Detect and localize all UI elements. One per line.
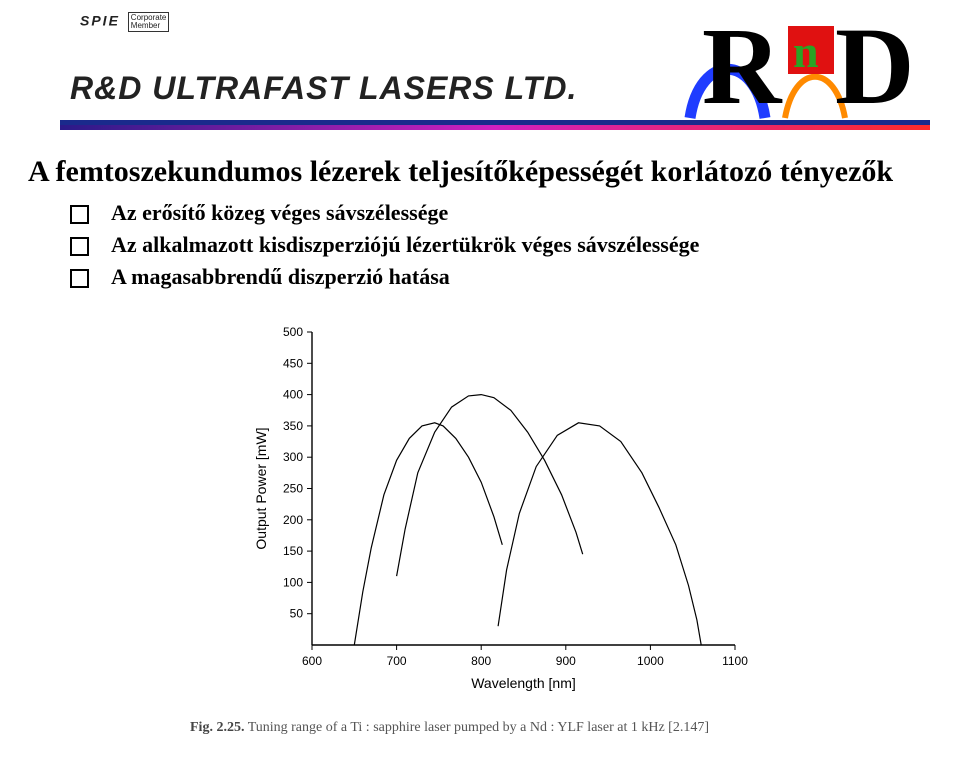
bullet-text: Az erősítő közeg véges sávszélessége [111,200,448,226]
svg-text:450: 450 [283,356,303,370]
svg-text:Wavelength [nm]: Wavelength [nm] [471,675,576,691]
svg-text:Output Power [mW]: Output Power [mW] [253,427,269,549]
bullet-list: Az erősítő közeg véges sávszélessége Az … [70,200,699,296]
bullet-item: Az erősítő közeg véges sávszélessége [70,200,699,226]
svg-text:350: 350 [283,419,303,433]
checkbox-icon [70,237,89,256]
svg-text:R: R [702,8,783,127]
caption-prefix: Fig. 2.25. [190,720,244,735]
chart-svg: 50 100 150 200 250 300 350 400 450 500 600 700 800 90… [250,320,750,700]
svg-text:200: 200 [283,513,303,527]
company-name: R&D ULTRAFAST LASERS LTD. [70,70,577,107]
header-divider [60,120,930,130]
svg-text:600: 600 [302,654,322,668]
svg-text:400: 400 [283,388,303,402]
figure-caption: Fig. 2.25. Tuning range of a Ti : sapphi… [190,720,709,736]
svg-text:1000: 1000 [637,654,664,668]
svg-text:500: 500 [283,325,303,339]
svg-text:1100: 1100 [722,654,748,668]
spie-membership-box: Corporate Member [128,12,170,32]
spie-badge: SPIE Corporate Member [80,12,169,32]
slide-header: SPIE Corporate Member R&D ULTRAFAST LASE… [0,0,960,150]
spie-label: SPIE [80,13,120,29]
svg-text:50: 50 [290,607,304,621]
svg-text:900: 900 [556,654,576,668]
svg-text:250: 250 [283,482,303,496]
checkbox-icon [70,269,89,288]
slide-title: A femtoszekundumos lézerek teljesítőképe… [28,155,893,189]
spie-box-line2: Member [131,21,160,30]
svg-text:D: D [835,8,914,127]
tuning-range-chart: 50 100 150 200 250 300 350 400 450 500 600 700 800 90… [250,320,750,700]
bullet-text: Az alkalmazott kisdiszperziójú lézertükr… [111,232,699,258]
slide-page: SPIE Corporate Member R&D ULTRAFAST LASE… [0,0,960,778]
svg-text:150: 150 [283,544,303,558]
rnd-logo-icon: R n D [670,8,930,128]
svg-text:100: 100 [283,575,303,589]
bullet-item: Az alkalmazott kisdiszperziójú lézertükr… [70,232,699,258]
caption-text: Tuning range of a Ti : sapphire laser pu… [244,720,709,735]
svg-text:n: n [793,26,819,77]
svg-text:700: 700 [387,654,407,668]
bullet-item: A magasabbrendű diszperzió hatása [70,264,699,290]
bullet-text: A magasabbrendű diszperzió hatása [111,264,450,290]
svg-text:800: 800 [471,654,491,668]
checkbox-icon [70,205,89,224]
svg-text:300: 300 [283,450,303,464]
